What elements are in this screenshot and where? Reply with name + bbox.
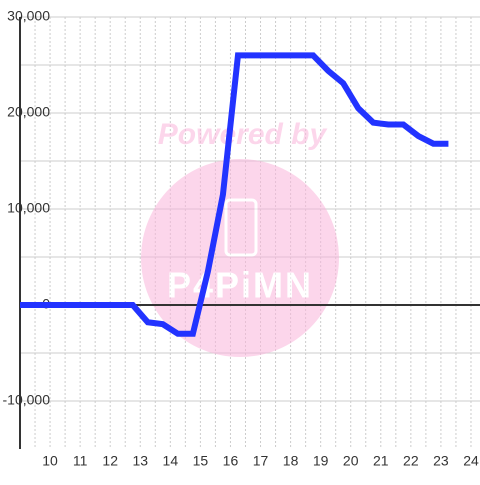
x-tick-label: 24 [463,453,479,469]
data-line [20,52,449,337]
x-tick-label: 23 [433,453,449,469]
watermark: Powered by P4PiMN [141,118,339,357]
x-tick-label: 18 [283,453,299,469]
x-tick-label: 19 [313,453,329,469]
x-tick-label: 13 [132,453,148,469]
x-tick-label: 16 [223,453,239,469]
x-tick-label: 22 [403,453,419,469]
watermark-text: Powered by [158,118,328,151]
y-tick-label: 10,000 [7,200,50,216]
y-tick-label: 20,000 [7,104,50,120]
x-tick-label: 21 [373,453,389,469]
x-tick-label: 11 [73,453,88,469]
x-tick-label: 14 [163,453,179,469]
watermark-icon [224,198,258,257]
x-tick-label: 17 [253,453,269,469]
x-tick-label: 20 [343,453,359,469]
watermark-circle [141,159,339,357]
x-tick-label: 10 [42,453,58,469]
x-tick-label: 12 [102,453,118,469]
y-tick-label: 30,000 [7,8,50,24]
y-tick-label: -10,000 [3,392,51,408]
watermark-logo: P4PiMN [167,265,313,306]
x-tick-label: 15 [193,453,209,469]
